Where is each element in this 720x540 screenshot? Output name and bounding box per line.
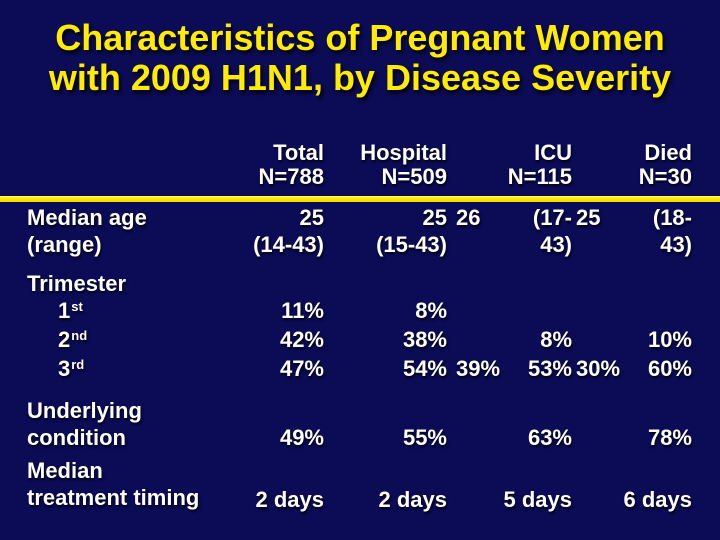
- cell-trimester-3rd-died: 30% 60%: [576, 356, 692, 382]
- cell-trimester-1st-total: 11%: [281, 298, 324, 323]
- column-header-died: Died N=30: [576, 141, 692, 189]
- cell-treatment-hospital: 2 days: [378, 487, 448, 512]
- trimester-3rd-icu-token-b: 53%: [527, 356, 572, 381]
- cell-trimester-3rd-icu: 39% 53%: [456, 356, 572, 382]
- column-header-died-n: N=30: [638, 164, 692, 189]
- median-age-died-range-end: 43): [660, 232, 692, 257]
- row-label-trimester-3rd: 3rd: [58, 356, 218, 382]
- cell-underlying-died: 78%: [647, 425, 692, 450]
- cell-underlying-total: 49%: [279, 425, 324, 450]
- trimester-3rd-died-token-a: 30%: [576, 356, 621, 381]
- column-header-hospital: Hospital N=509: [327, 141, 447, 189]
- median-age-total-range: (14-43): [253, 232, 324, 257]
- cell-trimester-2nd-icu: 8%: [540, 327, 572, 352]
- title-line-2: with 2009 H1N1, by Disease Severity: [48, 57, 672, 98]
- median-age-icu-range-start: (17-: [532, 205, 572, 230]
- underlying-label-line2: condition: [27, 425, 126, 450]
- cell-trimester-3rd-hospital: 54%: [402, 356, 447, 381]
- row-label-median-age-line1: Median age: [27, 205, 147, 230]
- median-age-icu-range-end: 43): [540, 232, 572, 257]
- median-age-total-value: 25: [299, 205, 324, 230]
- cell-median-age-total: 25 (14-43): [204, 204, 324, 258]
- cell-trimester-2nd-total: 42%: [279, 327, 324, 352]
- trimester-1-superscript: st: [71, 299, 83, 314]
- median-age-died-line1: 25 (18-: [576, 204, 692, 231]
- underlying-label-line1: Underlying: [27, 398, 142, 423]
- trimester-3-superscript: rd: [71, 357, 85, 372]
- row-label-trimester-2nd: 2nd: [58, 327, 218, 353]
- title-line-1: Characteristics of Pregnant Women: [55, 17, 665, 58]
- cell-median-age-icu: 26 (17- 43): [456, 204, 572, 258]
- cell-trimester-3rd-total: 47%: [279, 356, 324, 381]
- median-age-icu-value: 26: [456, 205, 481, 230]
- trimester-3rd-icu-token-a: 39%: [456, 356, 501, 381]
- column-header-icu: ICU N=115: [456, 141, 572, 189]
- median-age-died-value: 25: [576, 205, 601, 230]
- column-header-icu-n: N=115: [507, 164, 572, 189]
- row-label-trimester: Trimester: [27, 271, 127, 296]
- trimester-2-base: 2: [58, 327, 71, 352]
- trimester-1-base: 1: [58, 298, 71, 323]
- cell-trimester-1st-hospital: 8%: [415, 298, 447, 323]
- cell-treatment-died: 6 days: [623, 487, 693, 512]
- median-age-hospital-value: 25: [422, 205, 447, 230]
- column-header-total-n: N=788: [258, 164, 324, 189]
- row-label-underlying-condition: Underlying condition: [27, 397, 267, 451]
- cell-trimester-2nd-hospital: 38%: [402, 327, 447, 352]
- trimester-2-superscript: nd: [71, 328, 88, 343]
- header-divider-line: [0, 196, 720, 202]
- slide-title: Characteristics of Pregnant Women with 2…: [0, 18, 720, 98]
- column-header-total: Total N=788: [204, 141, 324, 189]
- median-age-hospital-range: (15-43): [376, 232, 447, 257]
- column-header-hospital-label: Hospital: [360, 140, 447, 165]
- column-header-icu-label: ICU: [534, 140, 572, 165]
- row-label-median-age-line2: (range): [27, 232, 102, 257]
- cell-trimester-2nd-died: 10%: [647, 327, 692, 352]
- cell-median-age-died: 25 (18- 43): [576, 204, 692, 258]
- column-header-total-label: Total: [273, 140, 324, 165]
- column-header-hospital-n: N=509: [381, 164, 447, 189]
- cell-underlying-icu: 63%: [527, 425, 572, 450]
- cell-median-age-hospital: 25 (15-43): [327, 204, 447, 258]
- treatment-label-line1: Median: [27, 458, 103, 483]
- row-label-trimester-1st: 1st: [58, 298, 218, 324]
- cell-treatment-total: 2 days: [255, 487, 325, 512]
- cell-treatment-icu: 5 days: [503, 487, 573, 512]
- trimester-3-base: 3: [58, 356, 71, 381]
- row-label-treatment-timing: Median treatment timing: [27, 457, 267, 511]
- median-age-icu-line1: 26 (17-: [456, 204, 572, 231]
- treatment-label-line2: treatment timing: [27, 485, 200, 510]
- cell-underlying-hospital: 55%: [402, 425, 447, 450]
- trimester-3rd-died-token-b: 60%: [647, 356, 692, 381]
- column-header-died-label: Died: [644, 140, 692, 165]
- row-label-median-age: Median age (range): [27, 204, 267, 258]
- median-age-died-range-start: (18-: [652, 205, 692, 230]
